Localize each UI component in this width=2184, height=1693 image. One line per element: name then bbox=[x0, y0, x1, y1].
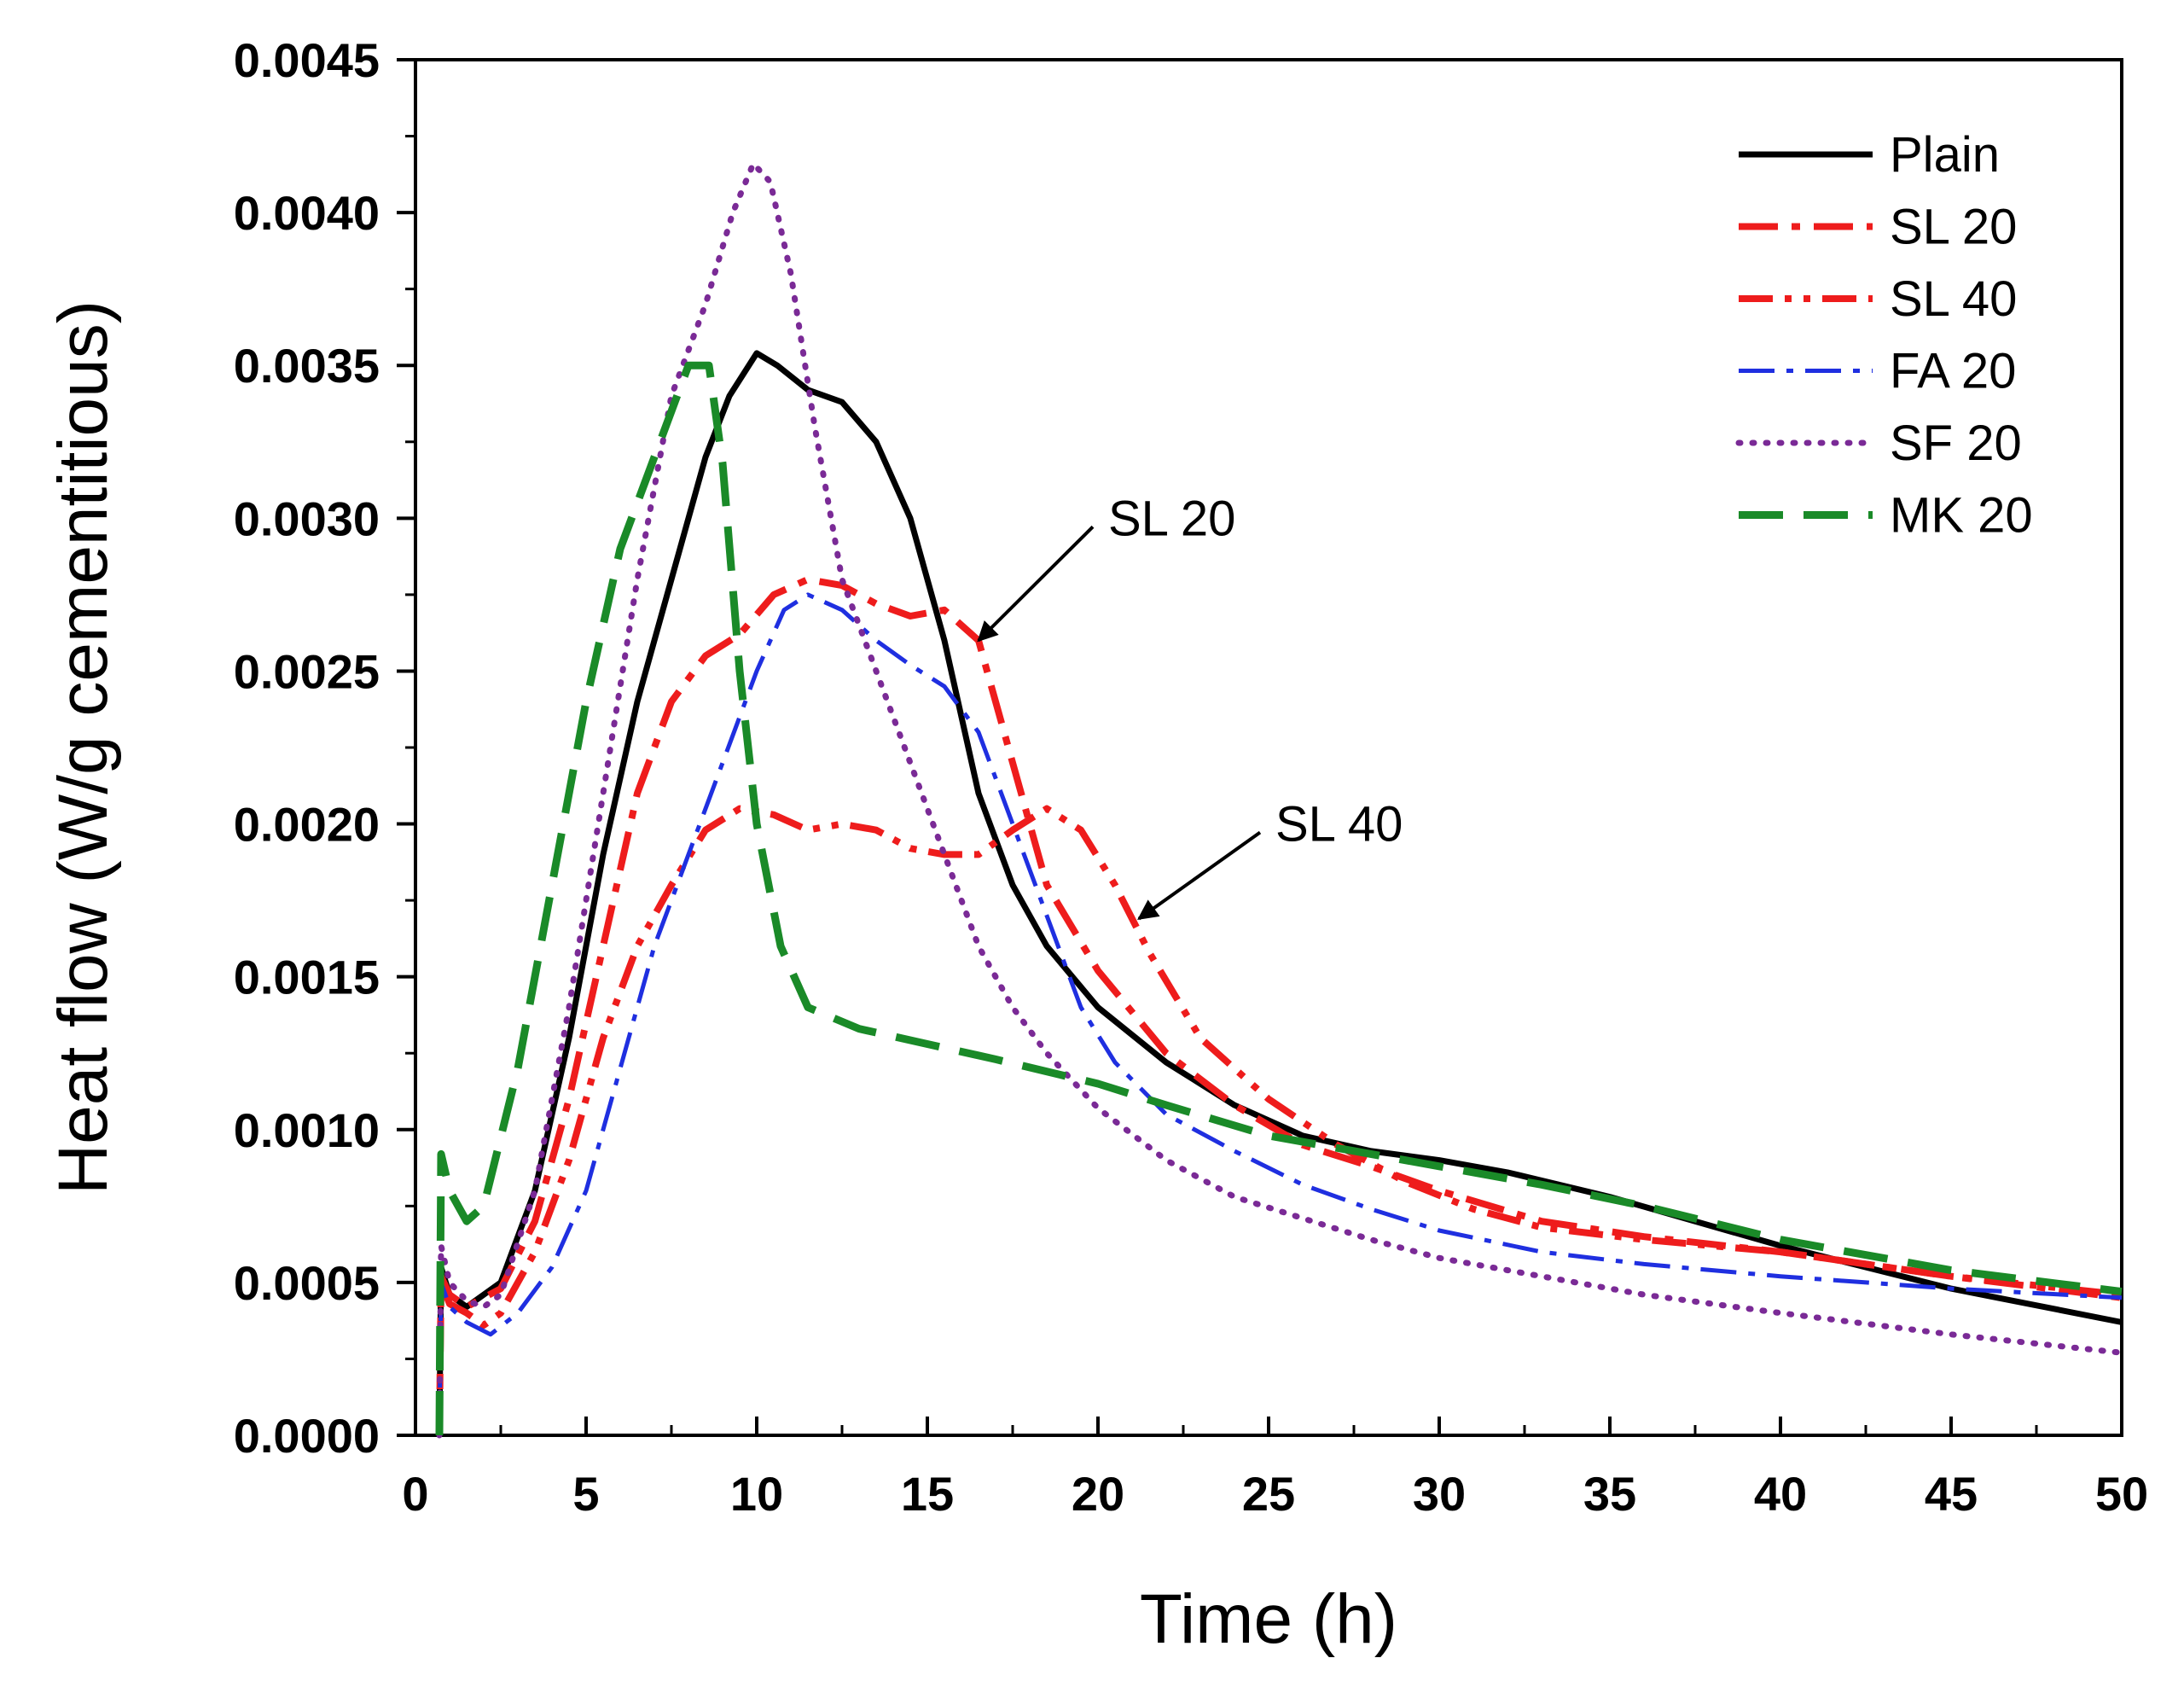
y-tick-label: 0.0030 bbox=[234, 492, 380, 545]
annotation-label: SL 20 bbox=[1108, 491, 1235, 546]
x-tick-label: 30 bbox=[1413, 1467, 1466, 1521]
x-tick-label: 35 bbox=[1583, 1467, 1636, 1521]
y-tick-label: 0.0020 bbox=[234, 798, 380, 852]
legend-label: Plain bbox=[1890, 127, 2000, 183]
series-line-fa-20 bbox=[437, 592, 2123, 1436]
y-tick-label: 0.0040 bbox=[234, 186, 380, 240]
x-tick-label: 50 bbox=[2095, 1467, 2148, 1521]
series-layer bbox=[435, 160, 2125, 1439]
y-tick-label: 0.0035 bbox=[234, 339, 380, 393]
series-line-mk-20 bbox=[435, 361, 2123, 1436]
x-axis-title: Time (h) bbox=[1140, 1580, 1397, 1658]
x-axis-ticks: 0 5 10 15 20 25 30 35 40 45 50 bbox=[402, 1417, 2148, 1521]
annotations: SL 20 SL 40 bbox=[977, 491, 1403, 921]
series-line-sf-20 bbox=[436, 160, 2125, 1439]
legend-label: MK 20 bbox=[1890, 488, 2033, 544]
y-tick-label: 0.0010 bbox=[234, 1103, 380, 1157]
legend: Plain SL 20 SL 40 FA 20 SF 20 MK 20 bbox=[1735, 127, 2033, 544]
y-tick-label: 0.0000 bbox=[234, 1409, 380, 1463]
x-tick-label: 0 bbox=[402, 1467, 428, 1521]
annotation-label: SL 40 bbox=[1275, 797, 1403, 852]
series-line-sl-40 bbox=[436, 805, 2123, 1436]
y-tick-label: 0.0015 bbox=[234, 951, 380, 1004]
y-tick-label: 0.0005 bbox=[234, 1256, 380, 1310]
legend-label: SF 20 bbox=[1890, 416, 2022, 471]
legend-label: SL 40 bbox=[1890, 271, 2017, 327]
x-tick-label: 5 bbox=[572, 1467, 599, 1521]
series-line-sl-20 bbox=[436, 576, 2123, 1436]
annotation-arrow bbox=[977, 525, 1095, 643]
annotation-arrow bbox=[1137, 830, 1262, 921]
legend-label: SL 20 bbox=[1890, 200, 2017, 255]
x-tick-label: 25 bbox=[1242, 1467, 1295, 1521]
y-axis-title: Heat flow (W/g cementitious) bbox=[44, 300, 122, 1195]
legend-label: FA 20 bbox=[1890, 344, 2016, 399]
x-tick-label: 40 bbox=[1754, 1467, 1807, 1521]
y-tick-label: 0.0025 bbox=[234, 644, 380, 698]
x-tick-label: 10 bbox=[730, 1467, 783, 1521]
y-tick-label: 0.0045 bbox=[234, 33, 380, 87]
x-tick-label: 45 bbox=[1925, 1467, 1978, 1521]
plot-frame bbox=[414, 58, 2123, 1437]
y-axis-ticks: 0.0000 0.0005 0.0010 0.0015 0.0020 0.0025 0.00… bbox=[234, 33, 415, 1463]
x-tick-label: 20 bbox=[1072, 1467, 1124, 1521]
x-tick-label: 15 bbox=[901, 1467, 954, 1521]
